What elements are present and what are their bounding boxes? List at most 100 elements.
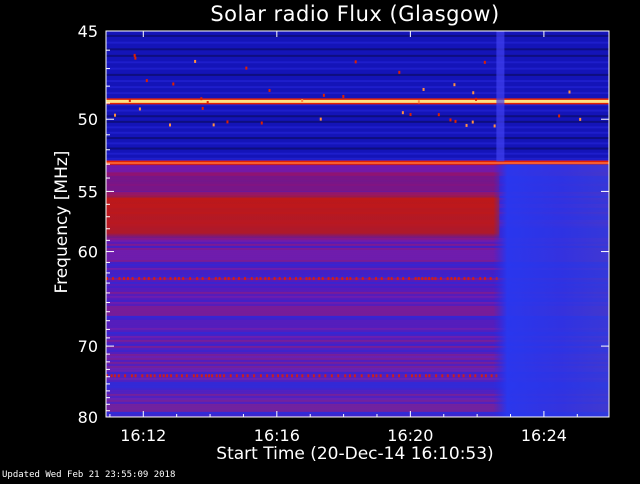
interference-dash bbox=[349, 277, 352, 281]
interference-dash bbox=[223, 374, 226, 378]
chart-title: Solar radio Flux (Glasgow) bbox=[210, 2, 500, 26]
texture-row bbox=[106, 357, 609, 360]
texture-row bbox=[106, 385, 609, 388]
spectral-stripe bbox=[106, 41, 609, 44]
interference-dash bbox=[484, 374, 487, 378]
interference-dash bbox=[341, 277, 344, 281]
interference-dash bbox=[446, 374, 449, 378]
spectral-stripe bbox=[106, 131, 609, 134]
interference-dash bbox=[301, 374, 304, 378]
texture-row bbox=[106, 381, 609, 384]
texture-row bbox=[106, 269, 609, 272]
interference-dash bbox=[379, 374, 382, 378]
texture-row bbox=[106, 375, 609, 378]
spectral-stripe bbox=[106, 80, 609, 83]
burst-dot bbox=[558, 114, 561, 118]
spectral-stripe bbox=[106, 120, 609, 123]
texture-row bbox=[106, 267, 609, 270]
interference-dash bbox=[490, 374, 493, 378]
spectral-stripe bbox=[106, 109, 609, 112]
interference-dash bbox=[149, 374, 152, 378]
interference-dash bbox=[130, 374, 133, 378]
interference-dash bbox=[227, 277, 230, 281]
interference-dash bbox=[241, 374, 244, 378]
texture-row bbox=[106, 167, 609, 170]
spectral-stripe bbox=[106, 142, 609, 145]
burst-dot bbox=[212, 123, 215, 127]
interference-dash bbox=[337, 374, 340, 378]
interference-dash bbox=[467, 277, 470, 281]
interference-dash bbox=[117, 374, 120, 378]
interference-dash bbox=[428, 277, 431, 281]
interference-dash bbox=[224, 277, 227, 281]
burst-dot bbox=[134, 56, 137, 60]
interference-dash bbox=[479, 277, 482, 281]
interference-dash bbox=[312, 374, 315, 378]
texture-row bbox=[106, 291, 609, 294]
y-tick-label: 50 bbox=[78, 110, 98, 129]
spectral-stripe bbox=[106, 48, 609, 51]
spectral-stripe bbox=[106, 73, 609, 76]
interference-dash bbox=[192, 374, 195, 378]
interference-dash bbox=[113, 374, 116, 378]
event-column bbox=[496, 31, 505, 162]
spectral-stripe bbox=[106, 147, 609, 150]
interference-dash bbox=[291, 374, 294, 378]
texture-row bbox=[106, 339, 609, 342]
interference-dash bbox=[294, 277, 297, 281]
texture-row bbox=[106, 297, 609, 300]
interference-dash bbox=[418, 374, 421, 378]
interference-dash bbox=[266, 374, 269, 378]
burst-dot bbox=[301, 99, 304, 103]
interference-dash bbox=[361, 277, 364, 281]
texture-row bbox=[106, 303, 609, 306]
interference-dash bbox=[237, 277, 240, 281]
spectral-stripe bbox=[106, 54, 609, 57]
interference-dash bbox=[414, 277, 417, 281]
burst-dot bbox=[145, 79, 148, 83]
burst-dot bbox=[354, 60, 357, 64]
interference-dash bbox=[308, 277, 311, 281]
texture-row bbox=[106, 249, 609, 252]
interference-dash bbox=[271, 374, 274, 378]
burst-dot bbox=[268, 88, 271, 92]
texture-row bbox=[106, 165, 609, 168]
burst-dot bbox=[579, 117, 582, 121]
x-tick-label: 16:20 bbox=[387, 426, 433, 445]
interference-dash bbox=[441, 374, 444, 378]
texture-row bbox=[106, 245, 609, 248]
texture-row bbox=[106, 369, 609, 372]
spectral-stripe bbox=[106, 115, 609, 118]
texture-row bbox=[106, 301, 609, 304]
texture-row bbox=[106, 275, 609, 278]
texture-row bbox=[106, 293, 609, 296]
interference-dash bbox=[201, 277, 204, 281]
texture-row bbox=[106, 405, 609, 408]
interference-dash bbox=[141, 374, 144, 378]
spectral-stripe bbox=[106, 103, 609, 106]
texture-row bbox=[106, 321, 609, 324]
interference-dash bbox=[434, 277, 437, 281]
interference-dash bbox=[450, 277, 453, 281]
interference-dash bbox=[214, 277, 217, 281]
interference-dash bbox=[288, 277, 291, 281]
texture-row bbox=[106, 345, 609, 348]
interference-dash bbox=[138, 277, 141, 281]
burst-dot bbox=[398, 70, 401, 74]
interference-dash bbox=[299, 277, 302, 281]
interference-dash bbox=[408, 277, 411, 281]
interference-dash bbox=[255, 277, 258, 281]
interference-dash bbox=[392, 374, 395, 378]
texture-row bbox=[106, 387, 609, 390]
interference-dash bbox=[424, 374, 427, 378]
texture-row bbox=[106, 353, 609, 356]
texture-row bbox=[106, 323, 609, 326]
interference-dash bbox=[462, 374, 465, 378]
low-frequency-region bbox=[106, 31, 609, 160]
interference-dash bbox=[346, 277, 349, 281]
interference-dash bbox=[246, 374, 249, 378]
saturated-band bbox=[106, 99, 609, 103]
texture-row bbox=[106, 367, 609, 370]
texture-row bbox=[106, 331, 609, 334]
texture-row bbox=[106, 403, 609, 406]
